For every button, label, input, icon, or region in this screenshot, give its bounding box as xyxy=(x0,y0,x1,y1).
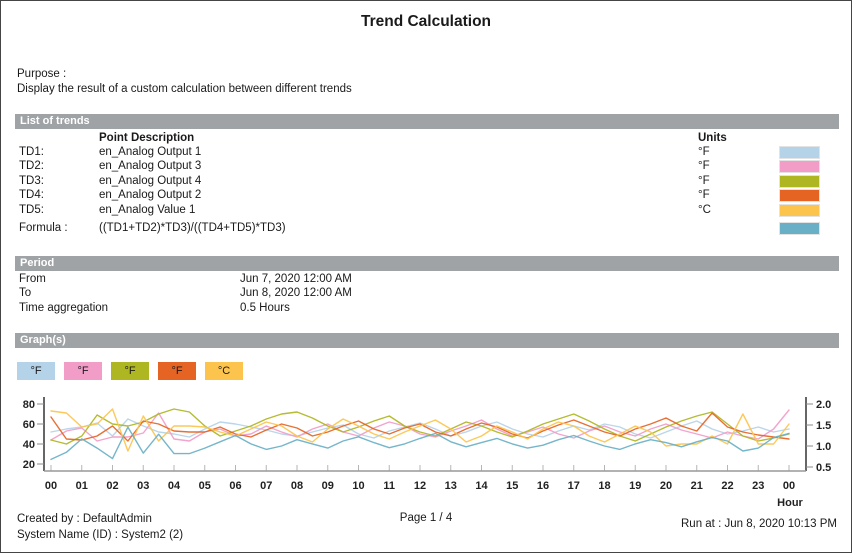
trend-description: en_Analog Output 4 xyxy=(99,175,201,187)
trend-id: TD5: xyxy=(19,204,44,216)
trend-row-td1: TD1: en_Analog Output 1 °F xyxy=(1,146,851,160)
trend-unit: °F xyxy=(698,175,710,187)
chart-legend: °F °F °F °F °C xyxy=(17,362,243,380)
svg-text:10: 10 xyxy=(352,480,364,492)
col-header-point-description: Point Description xyxy=(99,132,194,144)
svg-text:1.0: 1.0 xyxy=(816,441,831,453)
svg-text:2.0: 2.0 xyxy=(816,399,831,411)
report-title: Trend Calculation xyxy=(1,13,851,31)
trend-color-swatch xyxy=(779,160,820,173)
trend-unit: °C xyxy=(698,204,711,216)
formula-label: Formula : xyxy=(19,222,68,234)
legend-item: °F xyxy=(111,362,149,380)
period-label: To xyxy=(19,287,31,299)
formula-color-swatch xyxy=(779,222,820,235)
svg-text:40: 40 xyxy=(23,439,35,451)
trend-row-td4: TD4: en_Analog Output 2 °F xyxy=(1,189,851,203)
trend-color-swatch xyxy=(779,189,820,202)
svg-text:18: 18 xyxy=(598,480,610,492)
svg-text:0.5: 0.5 xyxy=(816,462,831,474)
legend-item: °C xyxy=(205,362,243,380)
svg-text:06: 06 xyxy=(229,480,241,492)
svg-text:20: 20 xyxy=(660,480,672,492)
svg-text:02: 02 xyxy=(106,480,118,492)
formula-expression: ((TD1+TD2)*TD3)/((TD4+TD5)*TD3) xyxy=(99,222,286,234)
period-label: Time aggregation xyxy=(19,302,108,314)
trend-id: TD3: xyxy=(19,175,44,187)
period-label: From xyxy=(19,273,46,285)
trend-id: TD1: xyxy=(19,146,44,158)
purpose-label: Purpose : xyxy=(17,67,352,82)
run-at-text: Run at : Jun 8, 2020 10:13 PM xyxy=(681,518,837,530)
col-header-units: Units xyxy=(698,132,727,144)
period-row-from: From Jun 7, 2020 12:00 AM xyxy=(1,273,851,287)
period-row-aggregation: Time aggregation 0.5 Hours xyxy=(1,302,851,316)
trend-unit: °F xyxy=(698,146,710,158)
system-name-text: System Name (ID) : System2 (2) xyxy=(17,528,183,544)
svg-text:12: 12 xyxy=(414,480,426,492)
section-header-list-of-trends: List of trends xyxy=(15,114,839,129)
trend-id: TD4: xyxy=(19,189,44,201)
trend-description: en_Analog Value 1 xyxy=(99,204,195,216)
svg-text:22: 22 xyxy=(721,480,733,492)
svg-text:14: 14 xyxy=(475,480,488,492)
trend-line-chart: 00 01 02 03 04 05 06 07 08 09 10 11 12 13 14 15 16 17 18 19… xyxy=(1,389,852,519)
svg-text:80: 80 xyxy=(23,399,35,411)
svg-text:13: 13 xyxy=(445,480,457,492)
svg-text:Hour: Hour xyxy=(777,497,803,509)
svg-text:21: 21 xyxy=(691,480,703,492)
trend-color-swatch xyxy=(779,175,820,188)
trend-color-swatch xyxy=(779,204,820,217)
legend-item: °F xyxy=(64,362,102,380)
section-header-period: Period xyxy=(15,256,839,271)
svg-text:01: 01 xyxy=(76,480,88,492)
period-value: Jun 7, 2020 12:00 AM xyxy=(240,273,352,285)
period-value: Jun 8, 2020 12:00 AM xyxy=(240,287,352,299)
svg-text:16: 16 xyxy=(537,480,549,492)
svg-text:15: 15 xyxy=(506,480,518,492)
section-header-graphs: Graph(s) xyxy=(15,333,839,348)
svg-text:17: 17 xyxy=(568,480,580,492)
svg-text:00: 00 xyxy=(45,480,57,492)
svg-text:60: 60 xyxy=(23,419,35,431)
svg-text:00: 00 xyxy=(783,480,795,492)
svg-text:03: 03 xyxy=(137,480,149,492)
trend-unit: °F xyxy=(698,189,710,201)
trend-description: en_Analog Output 1 xyxy=(99,146,201,158)
trend-row-td2: TD2: en_Analog Output 3 °F xyxy=(1,160,851,174)
svg-text:09: 09 xyxy=(322,480,334,492)
trends-table-header: Point Description Units xyxy=(1,132,851,146)
svg-text:05: 05 xyxy=(199,480,211,492)
svg-text:20: 20 xyxy=(23,459,35,471)
trend-unit: °F xyxy=(698,160,710,172)
svg-text:11: 11 xyxy=(383,480,395,492)
svg-text:08: 08 xyxy=(291,480,303,492)
trend-row-td3: TD3: en_Analog Output 4 °F xyxy=(1,175,851,189)
period-row-to: To Jun 8, 2020 12:00 AM xyxy=(1,287,851,301)
trend-description: en_Analog Output 2 xyxy=(99,189,201,201)
svg-text:1.5: 1.5 xyxy=(816,420,831,432)
report-page: Trend Calculation Purpose : Display the … xyxy=(0,0,852,553)
svg-text:23: 23 xyxy=(752,480,764,492)
trend-description: en_Analog Output 3 xyxy=(99,160,201,172)
trend-row-td5: TD5: en_Analog Value 1 °C xyxy=(1,204,851,218)
trend-id: TD2: xyxy=(19,160,44,172)
legend-item: °F xyxy=(17,362,55,380)
svg-text:19: 19 xyxy=(629,480,641,492)
trend-color-swatch xyxy=(779,146,820,159)
legend-item: °F xyxy=(158,362,196,380)
formula-row: Formula : ((TD1+TD2)*TD3)/((TD4+TD5)*TD3… xyxy=(1,222,851,236)
period-value: 0.5 Hours xyxy=(240,302,290,314)
svg-text:07: 07 xyxy=(260,480,272,492)
svg-text:04: 04 xyxy=(168,480,181,492)
purpose-text: Display the result of a custom calculati… xyxy=(17,82,352,97)
purpose-block: Purpose : Display the result of a custom… xyxy=(17,67,352,97)
